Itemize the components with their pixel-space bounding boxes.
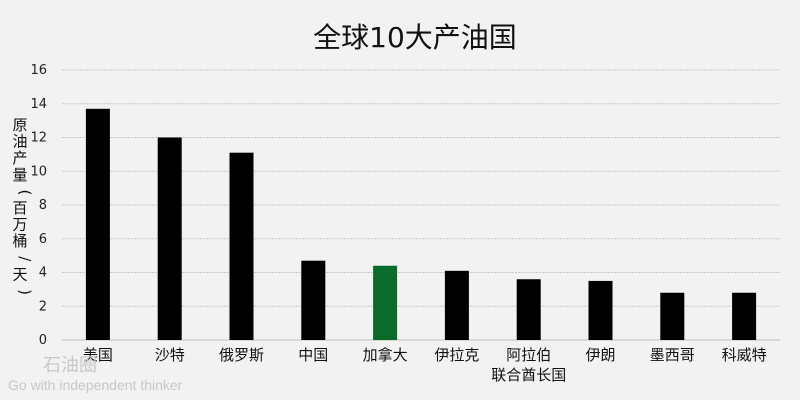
x-tick-label-line: 阿拉伯 xyxy=(506,346,551,364)
y-axis-label-char: 产 xyxy=(12,149,27,167)
x-tick-label: 俄罗斯 xyxy=(219,346,264,364)
x-tick-label-line: 伊朗 xyxy=(585,346,615,364)
bar xyxy=(157,137,182,340)
bar xyxy=(301,260,326,340)
x-tick-label-line: 伊拉克 xyxy=(434,346,479,364)
bar xyxy=(444,270,469,340)
x-tick-label: 墨西哥 xyxy=(650,346,695,364)
bar xyxy=(373,265,398,340)
x-tick-label: 美国 xyxy=(83,346,113,364)
y-axis-label-char: 天 xyxy=(12,265,27,283)
y-axis-label-char: 百 xyxy=(12,199,27,217)
y-tick-label: 12 xyxy=(30,131,47,146)
x-tick-label-line: 科威特 xyxy=(722,346,767,364)
watermark: 石油圈 Go with independent thinker xyxy=(8,355,183,393)
gridlines xyxy=(62,69,780,341)
y-axis-label-char: ( xyxy=(16,189,34,195)
x-tick-label-line: 联合酋长国 xyxy=(491,366,566,384)
bars xyxy=(85,108,757,340)
chart-title: 全球10大产油国 xyxy=(313,21,517,54)
y-tick-label: 0 xyxy=(39,333,47,348)
y-tick-label: 6 xyxy=(39,232,47,247)
x-tick-label: 阿拉伯联合酋长国 xyxy=(491,346,566,384)
x-tick-label-line: 美国 xyxy=(83,346,113,364)
x-tick-label: 伊朗 xyxy=(585,346,615,364)
y-axis-label-char: / xyxy=(16,256,34,262)
x-tick-label-line: 俄罗斯 xyxy=(219,346,264,364)
x-tick-label-line: 加拿大 xyxy=(363,346,408,364)
bar xyxy=(588,280,613,340)
y-tick-label: 14 xyxy=(30,97,47,112)
x-tick-label: 沙特 xyxy=(155,346,185,364)
bar xyxy=(516,279,541,340)
x-tick-label: 科威特 xyxy=(722,346,767,364)
bar xyxy=(732,292,757,340)
y-tick-label: 8 xyxy=(39,198,47,213)
bar xyxy=(85,108,110,340)
watermark-tagline: Go with independent thinker xyxy=(8,377,183,393)
watermark-logo-text: 石油圈 xyxy=(43,355,97,376)
x-tick-label: 加拿大 xyxy=(363,346,408,364)
y-tick-label: 16 xyxy=(30,63,47,78)
y-tick-label: 2 xyxy=(39,299,47,314)
bar xyxy=(229,152,254,340)
y-axis-label-char: 原 xyxy=(12,116,27,134)
y-axis-label-char: 桶 xyxy=(12,232,27,250)
x-tick-label-line: 中国 xyxy=(298,346,328,364)
y-axis-label-char: 量 xyxy=(12,166,27,184)
x-tick-label-line: 沙特 xyxy=(155,346,185,364)
y-axis-label-char: ) xyxy=(16,289,34,295)
y-axis-label-char: 油 xyxy=(12,133,27,151)
y-axis-ticks: 0 2 4 6 8 10 12 14 16 xyxy=(30,63,47,348)
x-tick-label: 伊拉克 xyxy=(434,346,479,364)
bar xyxy=(660,292,685,340)
x-tick-label-line: 墨西哥 xyxy=(650,346,695,364)
y-tick-label: 10 xyxy=(30,164,47,179)
x-tick-label: 中国 xyxy=(298,346,328,364)
y-tick-label: 4 xyxy=(39,266,47,281)
y-axis-label-char: 万 xyxy=(12,216,27,234)
